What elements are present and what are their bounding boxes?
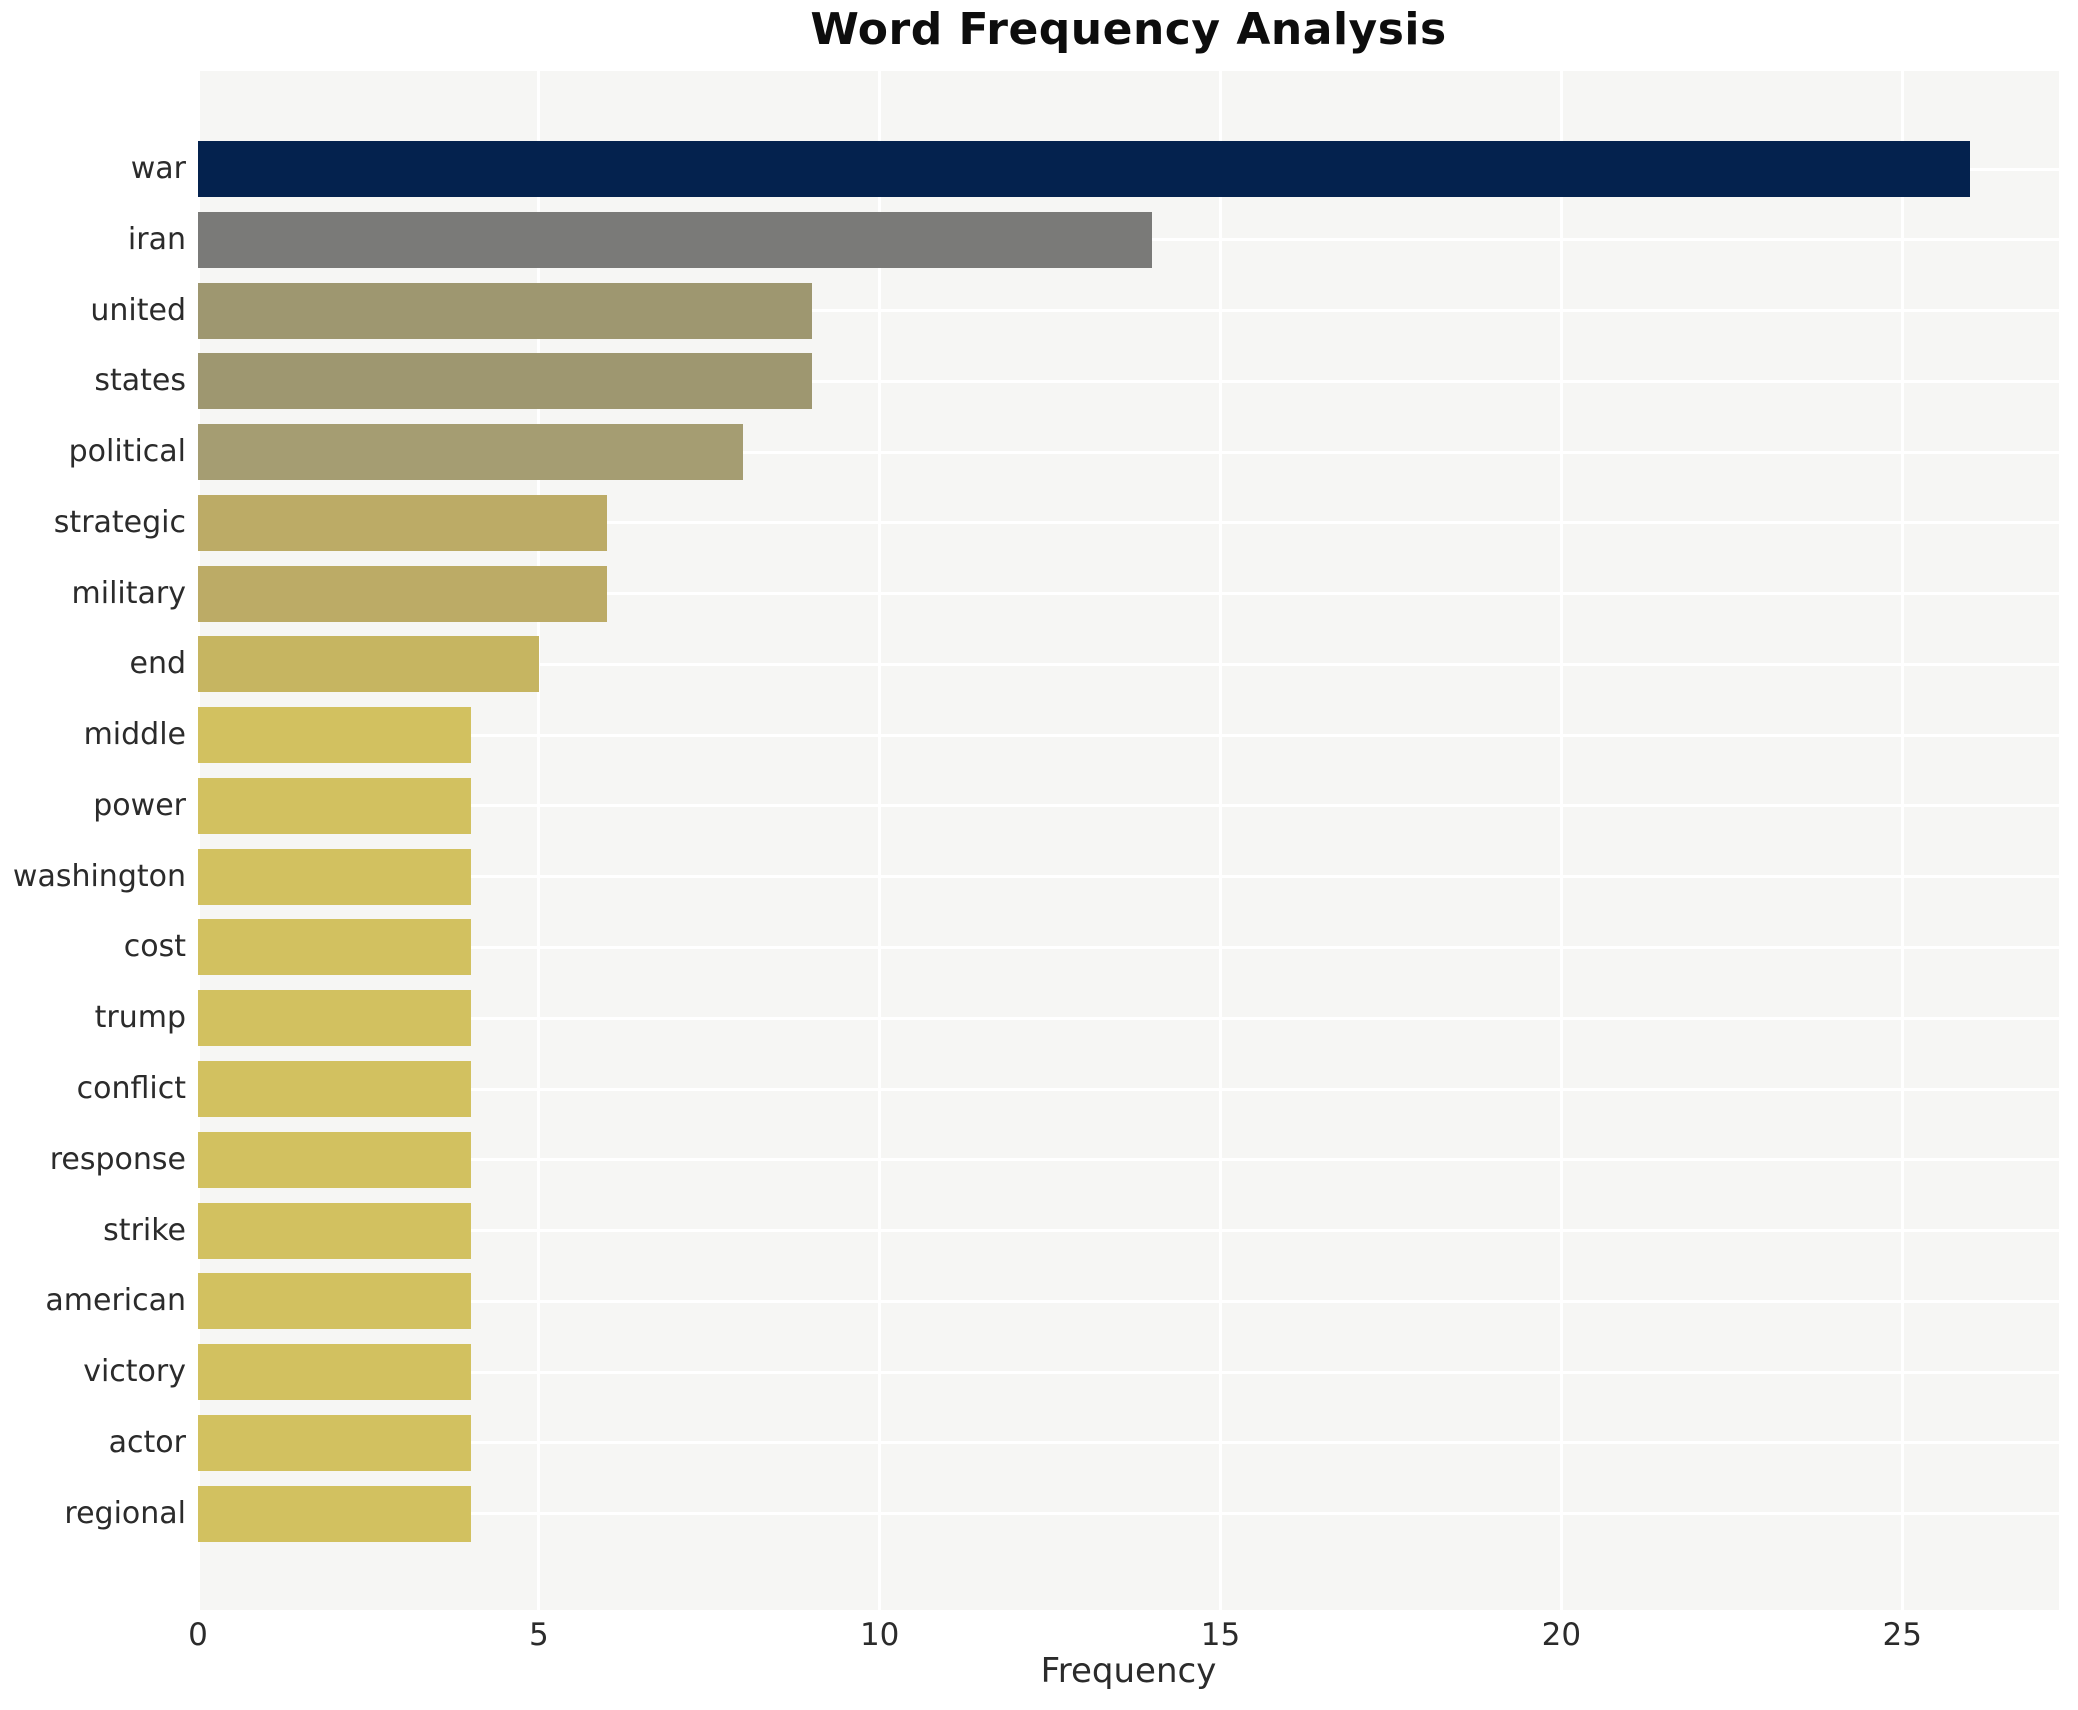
horizontal-gridline (198, 1512, 2059, 1516)
bar-strike (198, 1202, 471, 1259)
y-axis-label-american: american (45, 1283, 186, 1319)
bar-actor (198, 1414, 471, 1471)
horizontal-gridline (198, 945, 2059, 949)
y-axis-label-strike: strike (103, 1212, 186, 1248)
bar-end (198, 636, 539, 693)
horizontal-gridline (198, 379, 2059, 383)
x-tick-label-0: 0 (188, 1617, 208, 1653)
bar-middle (198, 707, 471, 764)
y-axis-label-war: war (130, 151, 186, 186)
horizontal-gridline (198, 309, 2059, 313)
bar-conflict (198, 1061, 471, 1117)
horizontal-gridline (198, 1229, 2059, 1233)
bar-cost (198, 919, 471, 976)
y-axis-label-cost: cost (123, 929, 186, 965)
horizontal-gridline (198, 733, 2059, 737)
bar-american (198, 1273, 471, 1330)
y-axis-label-united: united (90, 292, 186, 328)
horizontal-gridline (198, 1158, 2059, 1162)
bar-states (198, 353, 812, 410)
y-axis-label-middle: middle (83, 717, 186, 753)
bar-response (198, 1131, 471, 1188)
y-axis-label-power: power (93, 787, 186, 823)
horizontal-gridline (198, 1441, 2059, 1445)
bar-strategic (198, 494, 607, 551)
chart-title: Word Frequency Analysis (810, 4, 1447, 55)
y-axis-label-response: response (49, 1141, 186, 1177)
x-tick-label-5: 5 (528, 1617, 549, 1653)
y-axis-label-trump: trump (94, 1000, 186, 1036)
horizontal-gridline (198, 1370, 2059, 1374)
horizontal-gridline (198, 804, 2059, 808)
horizontal-gridline (198, 875, 2059, 879)
x-tick-label-10: 10 (859, 1617, 900, 1653)
bar-united (198, 282, 812, 339)
bar-regional (198, 1485, 471, 1542)
horizontal-gridline (198, 1016, 2059, 1020)
bar-war (198, 141, 1971, 197)
x-axis-title: Frequency (1040, 1651, 1217, 1691)
vertical-gridline (537, 71, 541, 1610)
y-axis-label-conflict: conflict (76, 1071, 186, 1106)
plot-area (196, 71, 2059, 1610)
y-axis-label-end: end (129, 646, 186, 682)
vertical-gridline (1559, 71, 1563, 1610)
vertical-gridline (1219, 71, 1223, 1610)
bar-trump (198, 990, 471, 1047)
y-axis-label-regional: regional (64, 1495, 186, 1531)
bar-victory (198, 1344, 471, 1401)
y-axis-label-actor: actor (108, 1424, 186, 1460)
horizontal-gridline (198, 450, 2059, 454)
y-axis-label-washington: washington (12, 858, 186, 894)
horizontal-gridline (198, 592, 2059, 596)
bar-power (198, 777, 471, 834)
y-axis-label-iran: iran (127, 221, 186, 257)
y-axis-label-political: political (68, 434, 186, 470)
y-axis-label-military: military (71, 575, 186, 611)
bar-iran (198, 211, 1153, 268)
x-tick-label-20: 20 (1541, 1617, 1582, 1653)
x-tick-label-25: 25 (1882, 1617, 1922, 1653)
horizontal-gridline (198, 521, 2059, 525)
bar-washington (198, 848, 471, 905)
vertical-gridline (878, 71, 882, 1610)
x-tick-label-15: 15 (1200, 1617, 1241, 1653)
y-axis-label-states: states (94, 363, 186, 399)
vertical-gridline (196, 71, 200, 1610)
bar-military (198, 565, 607, 622)
horizontal-gridline (198, 1087, 2059, 1091)
y-axis-label-strategic: strategic (53, 504, 186, 540)
bar-political (198, 424, 744, 481)
vertical-gridline (1900, 71, 1904, 1610)
horizontal-gridline (198, 1299, 2059, 1303)
horizontal-gridline (198, 662, 2059, 666)
y-axis-label-victory: victory (83, 1354, 186, 1390)
